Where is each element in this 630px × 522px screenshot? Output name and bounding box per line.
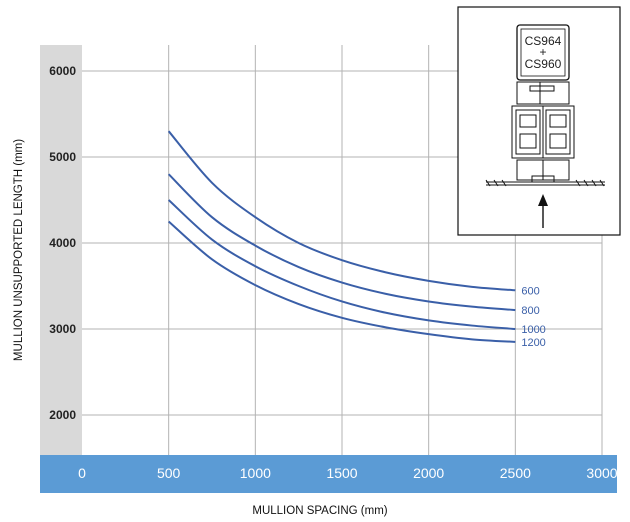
y-tick-label: 2000 (49, 408, 76, 422)
series-line-600 (167, 130, 516, 292)
series-line-800 (167, 173, 516, 312)
y-axis-band (40, 45, 82, 455)
inset-label-plus: + (539, 45, 546, 59)
y-tick-label: 4000 (49, 236, 76, 250)
x-tick-labels: 0 500 1000 1500 2000 2500 3000 (78, 465, 618, 481)
y-tick-labels: 6000 5000 4000 3000 2000 (49, 64, 76, 422)
series-label-1000: 1000 (521, 324, 545, 336)
series-label-800: 800 (521, 305, 539, 317)
x-tick-label: 0 (78, 465, 86, 481)
grid (82, 45, 603, 455)
x-tick-label: 1500 (326, 465, 357, 481)
x-tick-label: 2000 (413, 465, 444, 481)
y-axis-label: MULLION UNSUPPORTED LENGTH (mm) (13, 139, 25, 361)
y-tick-label: 5000 (49, 150, 76, 164)
profile-inset: CS964 + CS960 (457, 6, 621, 236)
inset-frame (457, 6, 621, 236)
series-label-600: 600 (521, 285, 539, 297)
series-lines (167, 130, 516, 343)
x-axis-band (40, 455, 617, 493)
inset-label-top: CS964 (525, 34, 562, 48)
x-axis-label: MULLION SPACING (mm) (252, 505, 387, 517)
series-label-1200: 1200 (521, 337, 545, 349)
x-tick-label: 1000 (240, 465, 271, 481)
series-line-1200 (168, 220, 516, 343)
inset-label-bottom: CS960 (525, 57, 562, 71)
x-tick-label: 2500 (500, 465, 531, 481)
mullion-profile (485, 81, 605, 187)
load-arrow-icon (538, 194, 548, 228)
y-tick-label: 6000 (49, 64, 76, 78)
y-tick-label: 3000 (49, 322, 76, 336)
x-tick-label: 500 (157, 465, 181, 481)
series-line-1000 (167, 199, 516, 330)
profile-cap (516, 24, 570, 81)
x-tick-label: 3000 (586, 465, 617, 481)
